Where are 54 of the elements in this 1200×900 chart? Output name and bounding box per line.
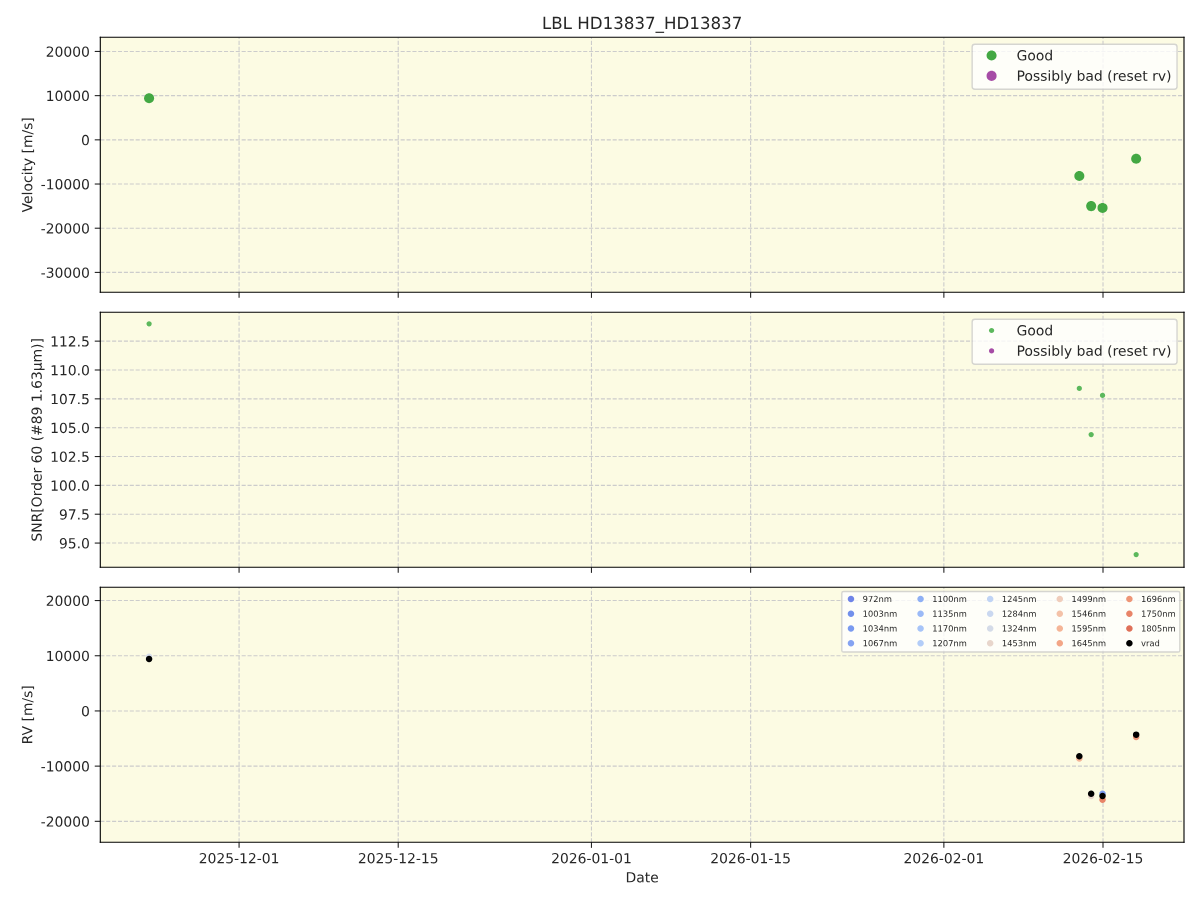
legend-label: 1453nm [1002,639,1036,647]
legend-label: 1170nm [933,625,967,632]
legend-label: 1595nm [1072,625,1106,632]
legend-label: 1324nm [1002,625,1036,632]
y-axis-title: SNR[Order 60 (#89 1.63μm)] [31,339,45,541]
y-tick-label: 95.0 [59,538,89,549]
y-tick-label: 10000 [47,90,89,102]
legend-label: 1750nm [1141,610,1175,617]
legend-label: vrad [1141,639,1160,647]
y-tick-label: -30000 [41,267,89,278]
x-tick-label: 2026-02-01 [904,852,983,864]
x-tick-label: 2026-02-15 [1063,852,1143,864]
legend-label: 1100nm [933,595,967,603]
y-tick-label: 97.5 [59,509,89,520]
legend-label: 1207nm [933,639,967,647]
legend-label: Good [1017,324,1052,336]
x-tick-label: 2026-01-01 [552,852,631,864]
legend-label: 1067nm [863,639,897,647]
y-axis-title: RV [m/s] [21,686,35,743]
x-tick-label: 2026-01-15 [711,852,790,864]
legend-label: 972nm [863,595,892,603]
legend-label: 1805nm [1141,625,1175,632]
y-tick-label: 112.5 [51,336,89,347]
y-tick-label: -10000 [41,761,89,772]
y-axis-title: Velocity [m/s] [21,118,36,213]
y-tick-label: 20000 [46,595,89,607]
x-tick-label: 2025-12-15 [358,852,438,864]
legend-label: 1645nm [1072,639,1106,647]
legend-label: 1696nm [1141,595,1175,603]
legend-label: 1003nm [863,610,897,617]
y-tick-label: -10000 [41,178,89,190]
x-axis-title: Date [626,872,659,883]
legend-label: Possibly bad (reset rv) [1017,70,1171,84]
y-tick-label: 10000 [47,650,89,662]
legend-label: 1135nm [933,610,967,617]
legend-label: Possibly bad (reset rv) [1017,345,1171,359]
y-tick-label: 20000 [46,46,89,57]
legend-label: 1034nm [863,625,897,632]
y-tick-label: -20000 [41,223,89,234]
y-tick-label: 0 [81,705,89,717]
legend-label: 1546nm [1072,610,1106,617]
y-tick-label: -20000 [41,816,89,827]
y-tick-label: 102.5 [51,451,89,462]
legend-label: 1245nm [1002,595,1036,603]
legend-label: Good [1017,49,1052,61]
x-tick-label: 2025-12-01 [199,852,279,864]
chart-title: LBL HD13837_HD13837 [543,16,741,33]
y-tick-label: 0 [81,134,89,146]
y-tick-label: 105.0 [51,422,89,434]
y-tick-label: 107.5 [51,393,89,405]
legend-label: 1284nm [1002,610,1036,617]
legend-label: 1499nm [1072,595,1106,603]
y-tick-label: 100.0 [51,480,89,491]
y-tick-label: 110.0 [51,364,89,376]
